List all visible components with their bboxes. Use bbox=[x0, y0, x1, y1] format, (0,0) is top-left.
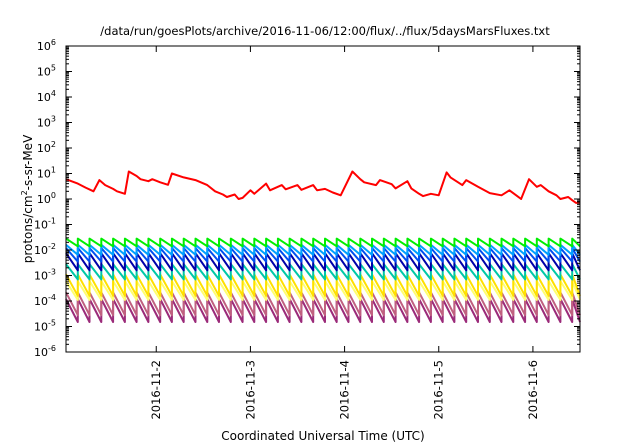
series-line bbox=[65, 170, 580, 204]
series-layer bbox=[65, 170, 581, 323]
y-axis-label-rest: -s-sr-MeV bbox=[21, 134, 35, 190]
y-tick-label: 102 bbox=[37, 140, 56, 155]
y-axis-label-base: protons/cm bbox=[21, 195, 35, 263]
y-tick-label: 101 bbox=[37, 166, 56, 181]
series-line bbox=[65, 291, 581, 317]
chart-title: /data/run/goesPlots/archive/2016-11-06/1… bbox=[100, 24, 550, 38]
x-tick-label: 2016-11-4 bbox=[338, 360, 352, 420]
x-tick-label: 2016-11-6 bbox=[526, 360, 540, 420]
series-line bbox=[65, 243, 581, 256]
y-tick-label: 10-6 bbox=[34, 344, 56, 359]
y-tick-label: 104 bbox=[37, 89, 56, 104]
y-tick-label: 10-1 bbox=[34, 217, 56, 232]
y-tick-label: 10-5 bbox=[34, 319, 56, 334]
y-axis: 10-6 10-5 10-4 10-3 10-2 10-1 100 101 102 103 104 1… bbox=[34, 38, 580, 359]
series-line bbox=[65, 273, 581, 297]
series-line bbox=[65, 237, 581, 248]
x-tick-label: 2016-11-2 bbox=[149, 360, 163, 420]
y-tick-label: 10-3 bbox=[34, 268, 56, 283]
y-axis-label-sup: 2 bbox=[20, 190, 29, 195]
x-tick-label: 2016-11-3 bbox=[243, 360, 257, 420]
series-line bbox=[65, 263, 581, 281]
x-axis: 2016-11-2 2016-11-3 2016-11-4 2016-11-5 2016… bbox=[149, 46, 540, 420]
y-tick-label: 100 bbox=[37, 191, 56, 206]
y-tick-label: 105 bbox=[37, 64, 56, 79]
y-tick-label: 10-2 bbox=[34, 242, 56, 257]
x-axis-label: Coordinated Universal Time (UTC) bbox=[221, 429, 424, 443]
y-tick-label: 10-4 bbox=[34, 293, 56, 308]
x-tick-label: 2016-11-5 bbox=[432, 360, 446, 420]
y-tick-label: 106 bbox=[37, 38, 56, 53]
y-tick-label: 103 bbox=[37, 115, 56, 130]
y-axis-label: protons/cm2-s-sr-MeV bbox=[20, 134, 35, 263]
